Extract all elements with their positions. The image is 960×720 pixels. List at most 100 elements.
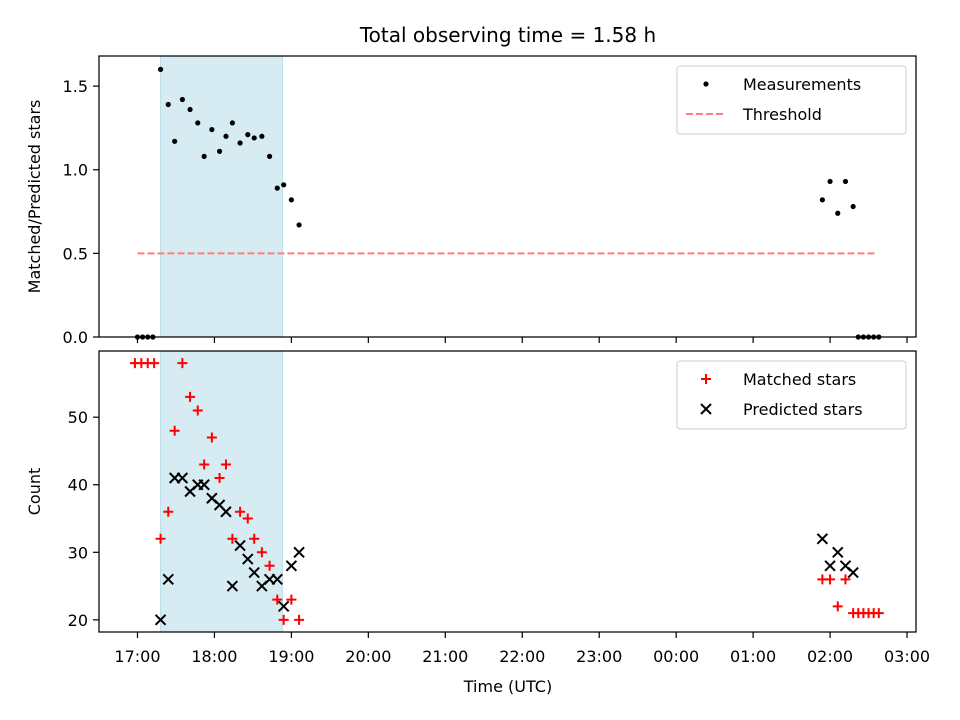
y-axis-label-panel-2: Count xyxy=(25,468,44,516)
shaded-interval-panel-2 xyxy=(160,350,283,633)
legend-panel-2: Matched stars Predicted stars xyxy=(676,360,907,430)
measurement-point xyxy=(871,334,877,340)
matched-star-point xyxy=(286,594,297,605)
measurement-point xyxy=(288,197,294,203)
matched-star-point xyxy=(206,432,217,443)
matched-star-point xyxy=(840,574,851,585)
x-tick-label: 18:00 xyxy=(191,647,237,666)
matched-star-point xyxy=(177,358,188,369)
measurement-point xyxy=(150,334,156,340)
matched-star-point xyxy=(149,358,160,369)
measurement-point xyxy=(266,153,273,159)
measurement-point xyxy=(842,178,849,185)
series-matched-stars xyxy=(129,358,884,625)
measurement-point xyxy=(179,96,185,103)
matched-star-point xyxy=(185,391,196,402)
measurement-point xyxy=(229,120,235,126)
measurement-point xyxy=(237,140,243,146)
matched-star-point xyxy=(249,533,260,544)
predicted-star-point xyxy=(824,560,836,572)
measurement-point xyxy=(876,334,882,340)
matched-star-point xyxy=(163,506,174,517)
measurement-point xyxy=(172,138,178,144)
predicted-star-point xyxy=(271,573,283,586)
measurement-point xyxy=(281,182,287,188)
x-tick-label: 00:00 xyxy=(653,647,699,666)
predicted-star-point xyxy=(234,539,246,552)
predicted-star-point xyxy=(847,566,859,579)
legend-label: Measurements xyxy=(743,75,861,94)
matched-star-point xyxy=(278,614,289,625)
legend-label: Matched stars xyxy=(743,370,856,389)
measurement-point xyxy=(855,334,861,340)
series-measurements xyxy=(134,66,882,340)
matched-star-point xyxy=(873,608,884,619)
legend-layer: Measurements Threshold Matched stars Predic… xyxy=(676,65,907,430)
measurement-point xyxy=(165,101,171,108)
x-tick-label: 22:00 xyxy=(499,647,545,666)
predicted-star-point xyxy=(220,506,232,518)
y-tick-label: 1.5 xyxy=(63,77,88,96)
x-tick-label: 21:00 xyxy=(422,647,468,666)
measurement-point xyxy=(819,197,825,203)
measurement-point xyxy=(140,334,146,340)
shaded-interval-panel-1 xyxy=(160,55,283,338)
legend-label: Predicted stars xyxy=(743,400,863,419)
axes-frame-panel-2 xyxy=(98,350,917,633)
series-predicted-stars xyxy=(154,472,859,626)
matched-star-point xyxy=(264,560,275,571)
matched-star-point xyxy=(214,472,225,483)
measurement-point xyxy=(835,210,841,216)
matched-star-point xyxy=(192,405,203,416)
legend-marker-dot xyxy=(703,81,709,87)
legend-box xyxy=(676,65,907,135)
measurement-point xyxy=(865,334,872,340)
y-tick-label: 0.0 xyxy=(63,328,88,347)
measurement-point xyxy=(251,135,257,141)
measurement-point xyxy=(223,133,229,139)
matched-star-point xyxy=(272,594,283,605)
predicted-star-point xyxy=(248,566,260,579)
chart-title: Total observing time = 1.58 h xyxy=(359,23,656,47)
measurement-point xyxy=(274,185,280,191)
y-tick-label: 40 xyxy=(68,476,88,495)
measurement-point xyxy=(201,153,207,159)
predicted-star-point xyxy=(277,600,290,613)
predicted-star-point xyxy=(162,573,174,586)
matched-star-point xyxy=(220,459,231,470)
measurement-point xyxy=(134,334,141,340)
x-tick-label: 17:00 xyxy=(114,647,160,666)
measurement-point xyxy=(860,334,867,340)
measurement-point xyxy=(187,106,193,113)
x-axis-label: Time (UTC) xyxy=(463,677,552,696)
measurement-point xyxy=(195,120,201,126)
measurement-point xyxy=(145,334,151,340)
y-tick-label: 1.0 xyxy=(63,161,88,180)
matched-star-point xyxy=(825,574,836,585)
y-tick-label: 30 xyxy=(68,543,88,562)
legend-label: Threshold xyxy=(742,105,822,124)
predicted-star-point xyxy=(293,546,305,559)
x-tick-label: 20:00 xyxy=(345,647,391,666)
predicted-star-point xyxy=(176,472,189,484)
axes-frame-panel-1 xyxy=(98,55,917,338)
predicted-star-point xyxy=(198,479,210,491)
measurement-point xyxy=(850,203,856,210)
measurement-point xyxy=(209,126,215,133)
y-axis-label-panel-1: Matched/Predicted stars xyxy=(25,100,44,294)
x-tick-label: 02:00 xyxy=(807,647,853,666)
x-tick-label: 01:00 xyxy=(730,647,776,666)
x-tick-label: 03:00 xyxy=(884,647,930,666)
matched-star-point xyxy=(235,506,246,517)
data-layer xyxy=(129,66,884,626)
predicted-star-point xyxy=(226,580,239,592)
legend-marker-plus xyxy=(701,374,711,384)
legend-marker-x xyxy=(700,403,712,415)
matched-star-point xyxy=(242,513,253,524)
predicted-star-point xyxy=(832,546,844,559)
measurement-point xyxy=(157,66,164,72)
y-tick-label: 20 xyxy=(68,611,88,630)
predicted-star-point xyxy=(154,614,167,626)
legend-box xyxy=(676,360,907,430)
